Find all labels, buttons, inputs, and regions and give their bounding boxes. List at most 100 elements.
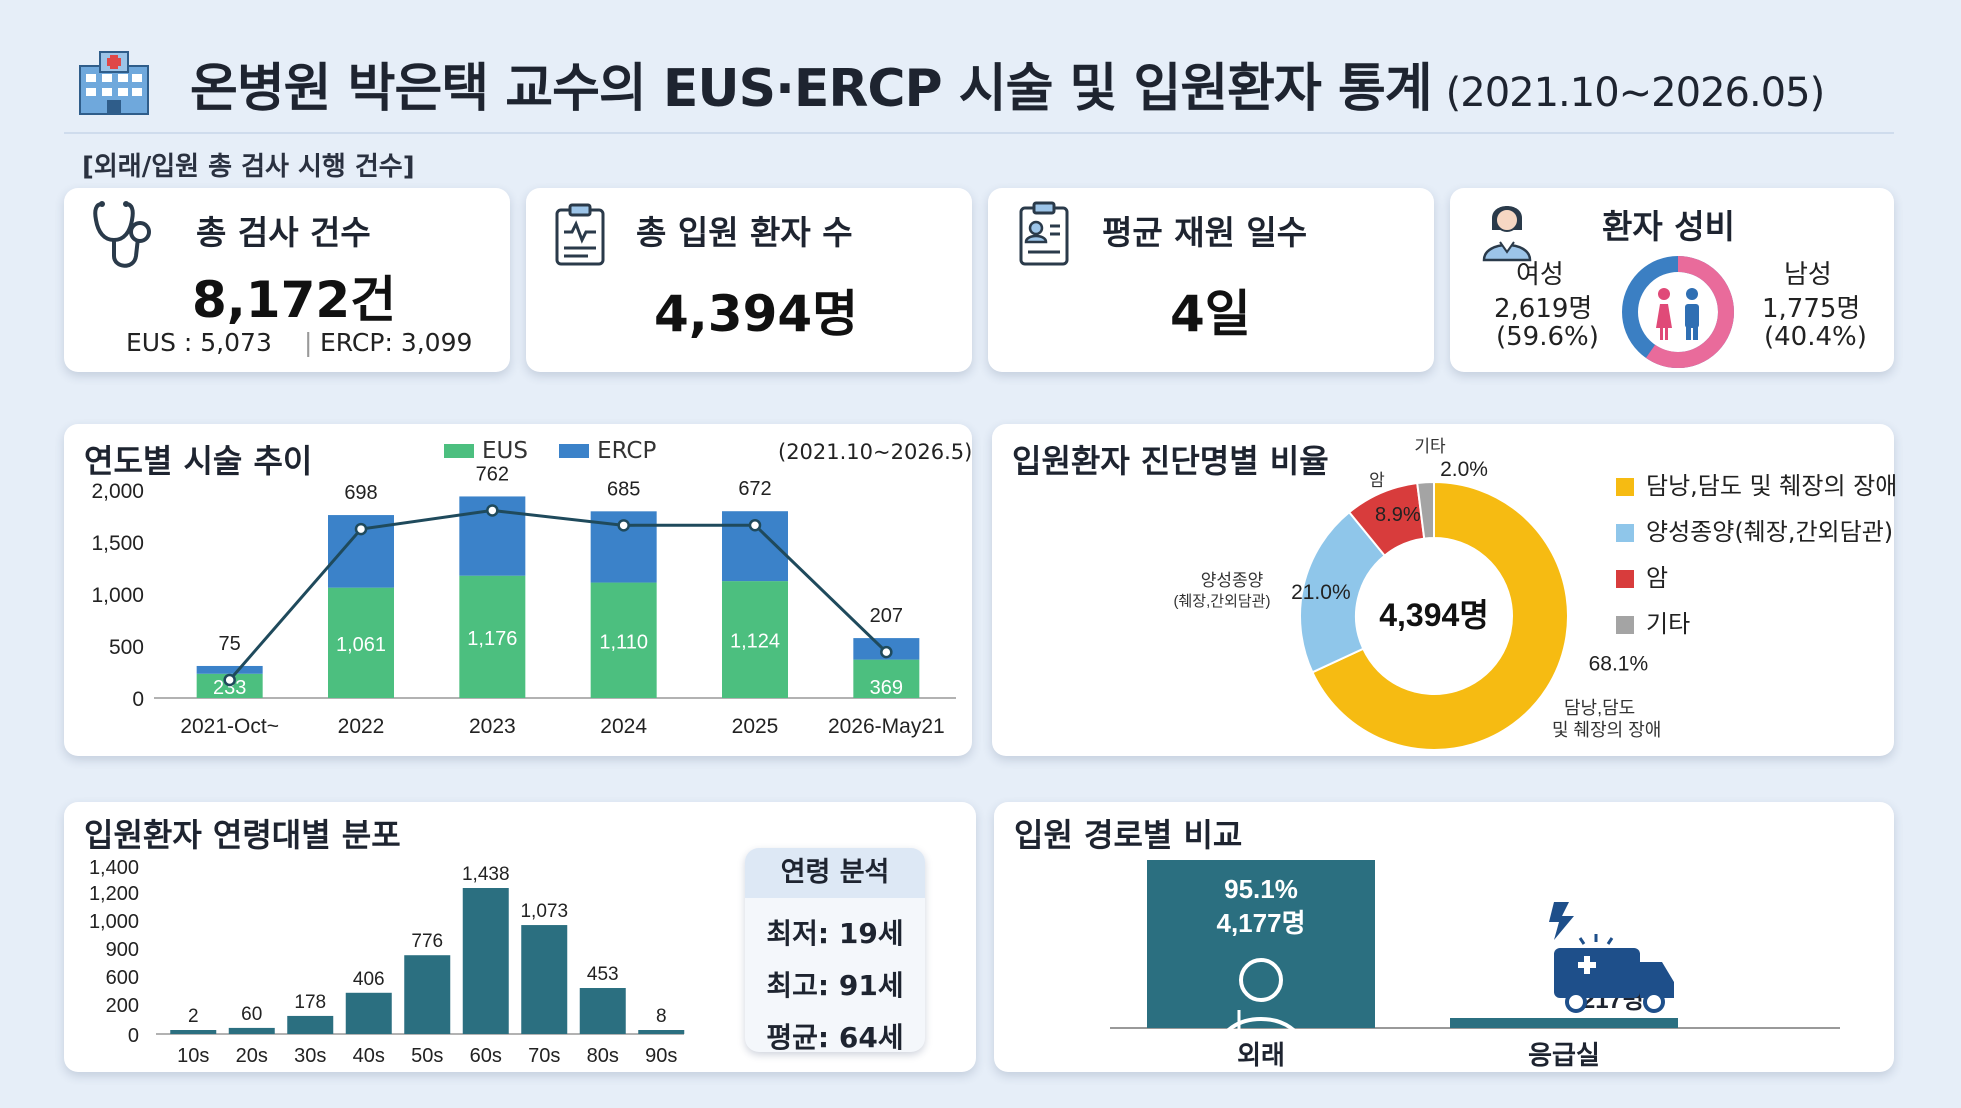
page-title: 온병원 박은택 교수의 EUS·ERCP 시술 및 입원환자 통계 (2021.1…: [190, 46, 1825, 121]
legend-ercp-swatch: [559, 444, 590, 458]
kpi-title-gender: 환자 성비: [1602, 207, 1735, 246]
clipboard-user-icon: [1018, 200, 1070, 266]
age-value-label: 453: [587, 964, 619, 985]
kpi-title-admissions: 총 입원 환자 수: [636, 213, 853, 252]
doctor-icon: [1217, 958, 1305, 1053]
kpi-card-avg-stay: 평균 재원 일수 4일: [988, 188, 1434, 372]
ercp-value-label: 698: [344, 482, 377, 504]
y-tick-label: 500: [109, 636, 144, 659]
gender-icon: [1656, 288, 1699, 340]
title-divider: [64, 132, 1894, 134]
x-tick-label: 2022: [338, 715, 385, 738]
kpi-card-gender: 환자 성비 여성 2,619명 (59.6%) 남성 1,775명 (40.4%…: [1450, 188, 1894, 372]
trend-point: [486, 504, 499, 517]
age-value-label: 1,073: [520, 901, 568, 922]
lightning-bolt: [1549, 902, 1574, 940]
x-tick-label: 10s: [177, 1045, 209, 1067]
route-category-label: 응급실: [1528, 1040, 1600, 1070]
kpi-card-total-tests: 총 검사 건수 8,172건 EUS : 5,073 | ERCP: 3,099: [64, 188, 510, 372]
donut-slice: [1311, 480, 1569, 751]
age-bar: [638, 1030, 685, 1034]
route-count-label: 4,177명: [1217, 908, 1306, 938]
eus-bar: [459, 575, 526, 698]
x-tick-label: 2026-May21: [828, 715, 945, 738]
doctor-body: [1217, 1017, 1305, 1053]
age-value-label: 60: [241, 1004, 262, 1025]
doctor-head: [1239, 958, 1283, 1002]
age-bar: [462, 888, 509, 1034]
route-bar-emergency: [1450, 1018, 1678, 1028]
y-tick-label: 1,200: [89, 883, 139, 905]
kpi-card-admissions: 총 입원 환자 수 4,394명: [526, 188, 972, 372]
female-doctor-icon: [1478, 196, 1536, 262]
y-tick-label: 600: [106, 967, 139, 989]
y-tick-label: 2,000: [91, 480, 144, 503]
ercp-value-label: 762: [476, 463, 509, 485]
age-summary-max: 최고: 91세: [766, 969, 904, 1002]
y-tick-label: 1,000: [89, 911, 139, 933]
x-tick-label: 50s: [411, 1045, 443, 1067]
kpi-sub-divider: |: [304, 328, 313, 357]
y-tick-label: 900: [106, 939, 139, 961]
legend-swatch-cancer: [1616, 570, 1634, 588]
gender-male-pct: (40.4%): [1764, 322, 1867, 352]
y-tick-label: 0: [132, 688, 144, 711]
slice-callout: 기타: [1414, 437, 1446, 456]
x-tick-label: 80s: [587, 1045, 619, 1067]
stethoscope-icon: [90, 198, 160, 274]
eus-bar: [853, 659, 920, 698]
ambulance-cab: [1640, 962, 1674, 998]
trend-line: [228, 508, 888, 681]
ercp-value-label: 207: [870, 605, 903, 627]
donut-center-label: 4,394명: [1379, 597, 1489, 633]
eus-bar: [590, 582, 657, 698]
x-tick-label: 2021-Oct~: [180, 715, 279, 738]
legend-eus-label: EUS: [482, 438, 528, 464]
age-bar: [404, 955, 451, 1034]
gender-female-pct: (59.6%): [1496, 322, 1599, 352]
kpi-title-total-tests: 총 검사 건수: [196, 213, 371, 252]
siren-ray: [1578, 937, 1586, 945]
trend-point: [880, 645, 893, 659]
diagnosis-legend-label: 기타: [1646, 610, 1691, 638]
age-summary-box: 연령 분석 최저: 19세 최고: 91세 평균: 64세: [745, 848, 925, 1052]
x-tick-label: 20s: [236, 1045, 268, 1067]
eus-value-label: 233: [213, 677, 246, 699]
x-tick-label: 40s: [353, 1045, 385, 1067]
eus-bar: [328, 587, 394, 698]
legend-swatch-biliary: [1616, 478, 1634, 496]
gender-donut-svg: [1622, 256, 1734, 368]
kpi-value-total-tests: 8,172건: [192, 271, 397, 329]
age-title: 입원환자 연령대별 분포: [84, 816, 401, 854]
age-value-label: 2: [188, 1006, 199, 1027]
age-value-label: 1,438: [462, 864, 510, 885]
age-bar: [287, 1015, 334, 1034]
age-value-label: 8: [656, 1006, 667, 1027]
y-tick-label: 1,000: [91, 584, 144, 607]
route-card: 입원 경로별 비교 95.1%4,177명외래응급실4.9%217명: [994, 802, 1894, 1072]
kpi-sub-ercp: ERCP: 3,099: [320, 328, 473, 357]
trend-point: [223, 673, 236, 687]
age-bar: [521, 925, 568, 1034]
slice-callout: 담낭,담도: [1564, 698, 1635, 718]
ambulance-wheel: [1643, 991, 1665, 1013]
gender-female-arc: [1622, 256, 1734, 368]
slice-pct-label: 2.0%: [1440, 458, 1488, 481]
section-label: [외래/입원 총 검사 시행 건수]: [82, 152, 415, 182]
diagnosis-legend-item: 양성종양(췌장,간외담관): [1616, 512, 1897, 558]
age-summary-title: 연령 분석: [745, 848, 925, 898]
x-tick-label: 60s: [470, 1045, 502, 1067]
diagnosis-legend-item: 담낭,담도 및 췌장의 장애: [1616, 466, 1897, 512]
x-tick-label: 2023: [469, 715, 516, 738]
kpi-title-avg-stay: 평균 재원 일수: [1102, 213, 1308, 252]
route-plot: 95.1%4,177명외래응급실4.9%217명: [1110, 860, 1840, 1070]
ercp-value-label: 672: [738, 478, 771, 500]
y-tick-label: 1,500: [91, 532, 144, 555]
age-value-label: 776: [411, 931, 443, 952]
y-tick-label: 1,400: [89, 857, 139, 879]
x-tick-label: 30s: [294, 1045, 326, 1067]
slice-pct-label: 21.0%: [1291, 581, 1351, 604]
legend-eus-swatch: [444, 444, 474, 458]
eus-value-label: 1,176: [467, 628, 517, 650]
trend-point: [617, 519, 630, 532]
